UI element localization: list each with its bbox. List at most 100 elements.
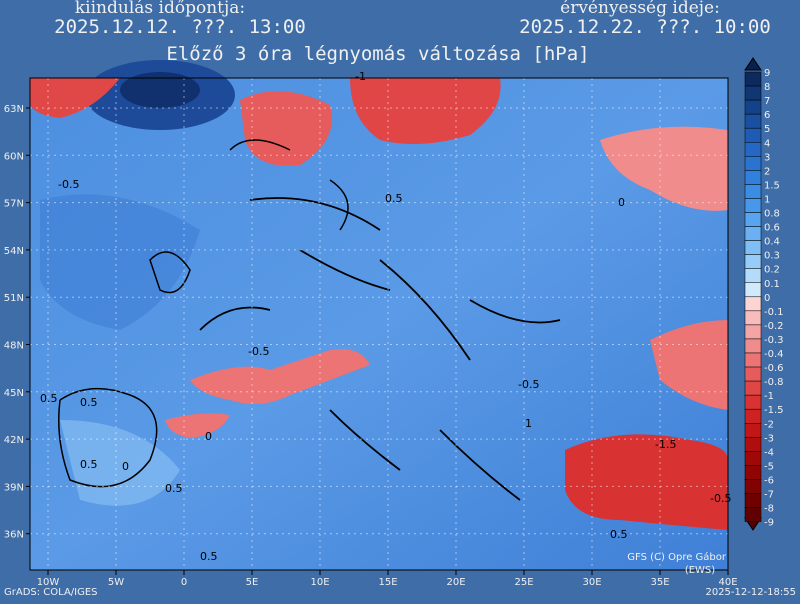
valid-label: érvényesség ideje: [560,0,720,18]
colorbar-label: -5 [764,461,774,472]
colorbar-box [744,479,762,494]
colorbar-box [744,156,762,171]
credit: GFS (C) Opre Gábor [627,551,727,563]
contour-label: 0.5 [40,392,58,405]
colorbar-label: -0.6 [764,363,784,374]
lat-label: 45N [4,388,24,399]
colorbar-label: 0.6 [764,223,780,234]
colorbar-label: -0.4 [764,349,784,360]
colorbar-box [744,507,762,522]
light-area [60,420,180,506]
lon-label: 5E [246,577,259,588]
lon-label: 0 [181,577,187,588]
start-label: kiindulás időpontja: [75,0,245,18]
colorbar-box [744,408,762,424]
contour-label: 0.5 [200,550,218,563]
lon-label: 10W [37,577,60,588]
lat-label: 60N [4,151,24,162]
contour-label: -0.5 [248,345,269,358]
footer-right: 2025-12-12-18:55 [705,587,796,598]
contour-labels: -0.5 -1 0.5 0 0.5 -0.5 0.5 0.5 0 0.5 -0.5 1 -1.5 -0.5… [40,70,731,563]
contour-label: 1 [525,417,532,430]
colorbar-label: 7 [764,96,770,107]
credit-sub: (EWS) [685,565,715,576]
footer-left: GrADS: COLA/IGES [4,587,98,598]
contour-label: -1 [355,70,366,83]
colorbar-label: -2 [764,419,774,430]
colorbar-label: -1 [764,391,774,402]
blue-area [40,194,200,330]
contour-label: 0.5 [385,192,403,205]
colorbar-label: -0.3 [764,335,784,346]
colorbar-box [744,423,762,438]
lat-label: 51N [4,293,24,304]
colorbar-box [744,493,762,508]
map-frame [29,77,729,571]
colorbar-box [744,240,762,255]
lon-label: 40E [718,577,737,588]
colorbar-label: 1.5 [764,180,780,191]
colorbar-label: 0.2 [764,265,780,276]
colorbar-label: 0.8 [764,209,780,220]
contour-label: -0.5 [710,492,731,505]
colorbar-box [744,352,762,368]
red-area [240,91,332,166]
colorbar-label: -0.2 [764,321,784,332]
colorbar-label: -9 [764,518,774,529]
colorbar-label: -4 [764,447,774,458]
colorbar-box [744,254,762,269]
colorbar-label: 2 [764,166,770,177]
colorbar-box [744,127,762,143]
borders [199,197,561,501]
colorbar-box [744,226,762,241]
colorbar-label: 1 [764,194,770,205]
colorbar-label: 0.4 [764,237,780,248]
red-area [190,349,370,404]
lon-label: 35E [650,577,669,588]
lon-label: 30E [582,577,601,588]
contour-label: -0.5 [518,378,539,391]
colorbar-box [744,282,762,298]
colorbar-box [744,99,762,115]
colorbar-box [744,296,762,312]
red-area [165,413,230,438]
colorbar-label: 6 [764,110,770,121]
contour-label: -1.5 [655,438,676,451]
map-field [30,60,728,570]
lat-label: 54N [4,246,24,257]
colorbar-box [744,212,762,227]
lat-label: 39N [4,482,24,493]
colorbar-label: 9 [764,68,770,79]
colorbar-label: -0.8 [764,377,784,388]
colorbar-label: 0.3 [764,251,780,262]
lon-label: 20E [446,577,465,588]
colorbar-box [744,198,762,213]
colorbar-label: -3 [764,433,774,444]
colorbar-label: 3 [764,152,770,163]
contour-label: 0 [618,196,625,209]
colorbar-top [744,57,762,71]
lon-label: 15E [378,577,397,588]
low-core [120,72,200,108]
colorbar-box [744,85,762,101]
colorbar-label: 0 [764,293,770,304]
colorbar-box [744,113,762,129]
colorbar-label: -0.1 [764,307,784,318]
colorbar-box [744,437,762,452]
colorbar-label: -1.5 [764,405,784,416]
colorbar-box [744,366,762,382]
map-title: Előző 3 óra légnyomás változása [hPa] [166,43,589,65]
colorbar-label: 5 [764,124,770,135]
colorbar-box [744,71,762,87]
contour-label: 0.5 [80,458,98,471]
colorbar-box [744,465,762,480]
colorbar-box [744,324,762,340]
red-area [30,78,120,118]
lon-label: 25E [514,577,533,588]
red-area [600,126,728,211]
contour-label: 0.5 [610,528,628,541]
colorbar-box [744,451,762,466]
colorbar-box [744,380,762,396]
colorbar-box [744,268,762,284]
